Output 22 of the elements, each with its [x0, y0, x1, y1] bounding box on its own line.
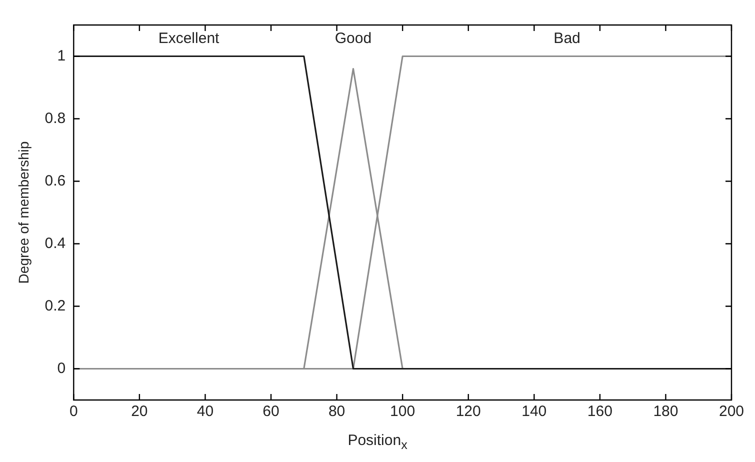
x-tick-label: 20: [131, 403, 148, 420]
y-axis-title: Degree of membership: [15, 141, 32, 284]
x-tick-label: 160: [587, 403, 612, 420]
y-tick-label: 0: [57, 360, 66, 377]
x-tick-label: 120: [456, 403, 481, 420]
x-tick-label: 140: [522, 403, 547, 420]
series-label: Good: [334, 30, 372, 48]
y-tick-label: 1: [57, 47, 66, 64]
x-tick-label: 200: [718, 403, 744, 420]
x-axis-title: Position$_{x}$: [346, 432, 408, 452]
x-tick-label: 80: [328, 403, 346, 420]
series-label: Bad: [554, 30, 580, 48]
y-tick-label: 0.6: [44, 172, 66, 190]
x-tick-label: 180: [653, 403, 678, 420]
y-tick-label: 0.8: [44, 110, 66, 127]
y-tick-label: 0.4: [44, 234, 66, 252]
y-tick-label: 0.2: [44, 297, 66, 314]
series-label: Excellent: [158, 30, 220, 48]
x-tick-label: 40: [196, 403, 214, 420]
x-tick-label: 60: [262, 403, 280, 420]
x-tick-label: 100: [390, 403, 416, 420]
x-tick-label: 0: [69, 403, 78, 420]
